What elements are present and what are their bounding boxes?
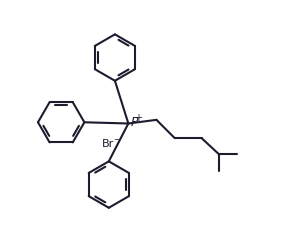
Text: Br: Br xyxy=(102,139,114,149)
Text: −: − xyxy=(113,135,120,144)
Text: P: P xyxy=(130,116,138,129)
Text: +: + xyxy=(134,113,142,123)
